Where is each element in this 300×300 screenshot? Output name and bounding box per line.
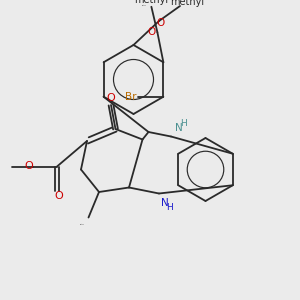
Text: Br: Br: [124, 92, 136, 102]
Text: O: O: [24, 160, 33, 171]
Text: O: O: [106, 93, 116, 103]
Text: O: O: [156, 17, 165, 28]
Text: methyl: methyl: [142, 4, 147, 6]
Text: H: H: [180, 119, 187, 128]
Text: O: O: [148, 27, 156, 37]
Text: N: N: [175, 123, 182, 133]
Text: N: N: [160, 197, 168, 208]
Text: H: H: [166, 203, 173, 212]
Text: O: O: [54, 191, 63, 201]
Text: methyl: methyl: [80, 224, 85, 225]
Text: methyl: methyl: [134, 0, 168, 5]
Text: methyl: methyl: [170, 0, 205, 8]
